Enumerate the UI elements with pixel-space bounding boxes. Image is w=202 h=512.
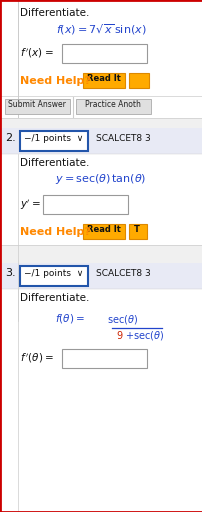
Text: Need Help?: Need Help?	[20, 227, 90, 237]
Text: Differentiate.: Differentiate.	[20, 158, 89, 168]
Text: Differentiate.: Differentiate.	[20, 293, 89, 303]
Bar	[0, 263, 202, 289]
Bar	[0, 118, 202, 128]
Text: Practice Anoth: Practice Anoth	[85, 100, 140, 109]
Text: $f(x) = 7\sqrt{x}\,\sin(x)$: $f(x) = 7\sqrt{x}\,\sin(x)$	[56, 22, 145, 37]
Bar	[0, 245, 202, 263]
Bar	[18, 0, 19, 168]
Text: Need Help?: Need Help?	[20, 76, 90, 86]
Text: $9$: $9$	[115, 329, 123, 341]
Text: −/1 points  ∨: −/1 points ∨	[24, 269, 83, 278]
Bar	[0, 289, 202, 512]
Bar	[62, 44, 146, 63]
Bar	[5, 99, 70, 114]
Text: $\mathrm{sec}(\theta)$: $\mathrm{sec}(\theta)$	[107, 313, 138, 326]
Text: $f(\theta) =$: $f(\theta) =$	[55, 312, 84, 325]
Text: T: T	[133, 225, 139, 234]
Text: $y = \sec(\theta)\,\tan(\theta)$: $y = \sec(\theta)\,\tan(\theta)$	[55, 172, 146, 186]
Text: Differentiate.: Differentiate.	[20, 8, 89, 18]
Bar	[128, 224, 146, 239]
Text: $y' =$: $y' =$	[20, 198, 41, 212]
Bar	[43, 195, 127, 214]
Bar	[20, 131, 87, 151]
Bar	[62, 349, 146, 368]
Text: $+ \mathrm{sec}(\theta)$: $+ \mathrm{sec}(\theta)$	[124, 329, 163, 342]
Bar	[0, 154, 202, 321]
Text: Read It: Read It	[87, 225, 120, 234]
Bar	[0, 128, 202, 154]
Text: $f\,'(\theta) =$: $f\,'(\theta) =$	[20, 352, 54, 366]
Bar	[0, 0, 202, 168]
Text: Read It: Read It	[87, 74, 120, 83]
Text: 3.: 3.	[5, 268, 16, 278]
Text: SCALCET8 3: SCALCET8 3	[96, 269, 150, 278]
Bar	[76, 99, 150, 114]
Bar	[128, 73, 148, 88]
Bar	[83, 73, 124, 88]
Bar	[20, 266, 87, 286]
Text: −/1 points  ∨: −/1 points ∨	[24, 134, 83, 143]
Text: Submit Answer: Submit Answer	[8, 100, 66, 109]
Bar	[83, 224, 124, 239]
Text: SCALCET8 3: SCALCET8 3	[96, 134, 150, 143]
Text: $f\,'(x) =$: $f\,'(x) =$	[20, 47, 53, 60]
Text: 2.: 2.	[5, 133, 16, 143]
